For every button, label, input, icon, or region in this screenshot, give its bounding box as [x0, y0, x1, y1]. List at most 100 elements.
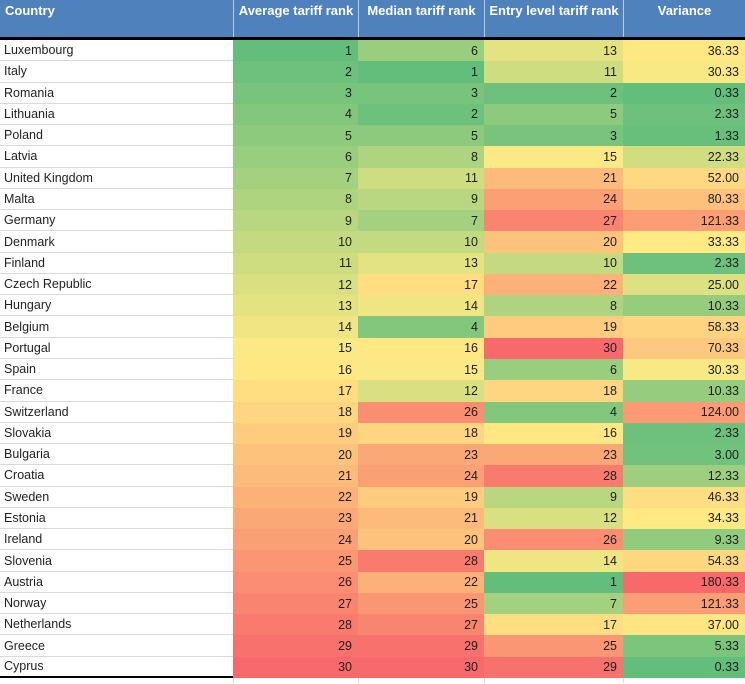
median-rank-cell: 26 [358, 401, 484, 423]
average-rank-cell: 8 [233, 188, 358, 211]
country-cell: Italy [0, 61, 233, 83]
median-rank-cell: 9 [358, 188, 484, 211]
median-rank-cell: 25 [358, 592, 484, 615]
average-rank-cell: 26 [233, 571, 358, 593]
average-rank-cell: 5 [233, 125, 358, 147]
average-rank-cell: 15 [233, 337, 358, 359]
average-rank-cell: 16 [233, 358, 358, 381]
average-rank-cell: 23 [233, 507, 358, 530]
variance-cell: 0.33 [623, 656, 745, 678]
variance-cell: 1.33 [623, 125, 745, 147]
median-rank-cell: 22 [358, 571, 484, 593]
median-rank-cell: 13 [358, 252, 484, 274]
gridline-tick [484, 678, 485, 683]
header-median-tariff-rank: Median tariff rank [358, 0, 484, 37]
entry-rank-cell: 5 [484, 103, 623, 126]
entry-rank-cell: 25 [484, 635, 623, 657]
entry-rank-cell: 20 [484, 231, 623, 253]
country-cell: Lithuania [0, 103, 233, 126]
variance-cell: 9.33 [623, 529, 745, 551]
average-rank-cell: 14 [233, 316, 358, 338]
median-rank-cell: 30 [358, 656, 484, 678]
average-rank-cell: 20 [233, 444, 358, 466]
median-rank-cell: 18 [358, 422, 484, 445]
entry-rank-cell: 13 [484, 40, 623, 62]
variance-cell: 121.33 [623, 592, 745, 615]
country-cell: Greece [0, 635, 233, 657]
country-cell: Latvia [0, 146, 233, 168]
variance-cell: 22.33 [623, 146, 745, 168]
average-rank-cell: 9 [233, 210, 358, 232]
variance-cell: 37.00 [623, 614, 745, 636]
country-cell: Sweden [0, 486, 233, 508]
variance-cell: 12.33 [623, 465, 745, 487]
variance-cell: 2.33 [623, 422, 745, 445]
median-rank-cell: 24 [358, 465, 484, 487]
average-rank-cell: 19 [233, 422, 358, 445]
entry-rank-cell: 22 [484, 273, 623, 296]
variance-cell: 30.33 [623, 61, 745, 83]
entry-rank-cell: 19 [484, 316, 623, 338]
variance-cell: 33.33 [623, 231, 745, 253]
variance-cell: 30.33 [623, 358, 745, 381]
gridline-tick [623, 678, 624, 683]
average-rank-cell: 17 [233, 380, 358, 402]
entry-rank-cell: 14 [484, 550, 623, 572]
median-rank-cell: 11 [358, 167, 484, 189]
entry-rank-cell: 8 [484, 295, 623, 317]
variance-cell: 46.33 [623, 486, 745, 508]
variance-cell: 2.33 [623, 103, 745, 126]
variance-cell: 58.33 [623, 316, 745, 338]
variance-cell: 36.33 [623, 40, 745, 62]
median-rank-cell: 10 [358, 231, 484, 253]
variance-cell: 25.00 [623, 273, 745, 296]
country-cell: Spain [0, 358, 233, 381]
country-cell: France [0, 380, 233, 402]
median-rank-cell: 21 [358, 507, 484, 530]
entry-rank-cell: 4 [484, 401, 623, 423]
header-country: Country [5, 3, 55, 18]
country-cell: Czech Republic [0, 273, 233, 296]
median-rank-cell: 23 [358, 444, 484, 466]
entry-rank-cell: 6 [484, 358, 623, 381]
median-rank-cell: 5 [358, 125, 484, 147]
table-header: Country Average tariff rank Median tarif… [0, 0, 745, 40]
median-rank-cell: 12 [358, 380, 484, 402]
country-cell: Portugal [0, 337, 233, 359]
variance-cell: 0.33 [623, 82, 745, 104]
gridline-tick [358, 678, 359, 683]
entry-rank-cell: 11 [484, 61, 623, 83]
country-cell: Cyprus [0, 656, 233, 678]
entry-rank-cell: 27 [484, 210, 623, 232]
average-rank-cell: 18 [233, 401, 358, 423]
median-rank-cell: 2 [358, 103, 484, 126]
average-rank-cell: 25 [233, 550, 358, 572]
country-cell: Denmark [0, 231, 233, 253]
country-cell: Germany [0, 210, 233, 232]
variance-cell: 2.33 [623, 252, 745, 274]
entry-rank-cell: 3 [484, 125, 623, 147]
country-cell: Poland [0, 125, 233, 147]
average-rank-cell: 6 [233, 146, 358, 168]
average-rank-cell: 3 [233, 82, 358, 104]
median-rank-cell: 1 [358, 61, 484, 83]
average-rank-cell: 11 [233, 252, 358, 274]
entry-rank-cell: 28 [484, 465, 623, 487]
average-rank-cell: 4 [233, 103, 358, 126]
average-rank-cell: 29 [233, 635, 358, 657]
variance-cell: 80.33 [623, 188, 745, 211]
median-rank-cell: 29 [358, 635, 484, 657]
variance-cell: 34.33 [623, 507, 745, 530]
entry-rank-cell: 26 [484, 529, 623, 551]
bottom-gridlines [0, 678, 745, 684]
entry-rank-cell: 21 [484, 167, 623, 189]
header-entry-level-tariff-rank: Entry level tariff rank [484, 0, 623, 37]
variance-cell: 10.33 [623, 380, 745, 402]
average-rank-cell: 2 [233, 61, 358, 83]
variance-cell: 70.33 [623, 337, 745, 359]
median-rank-cell: 28 [358, 550, 484, 572]
country-cell: Hungary [0, 295, 233, 317]
average-rank-cell: 13 [233, 295, 358, 317]
median-rank-cell: 17 [358, 273, 484, 296]
